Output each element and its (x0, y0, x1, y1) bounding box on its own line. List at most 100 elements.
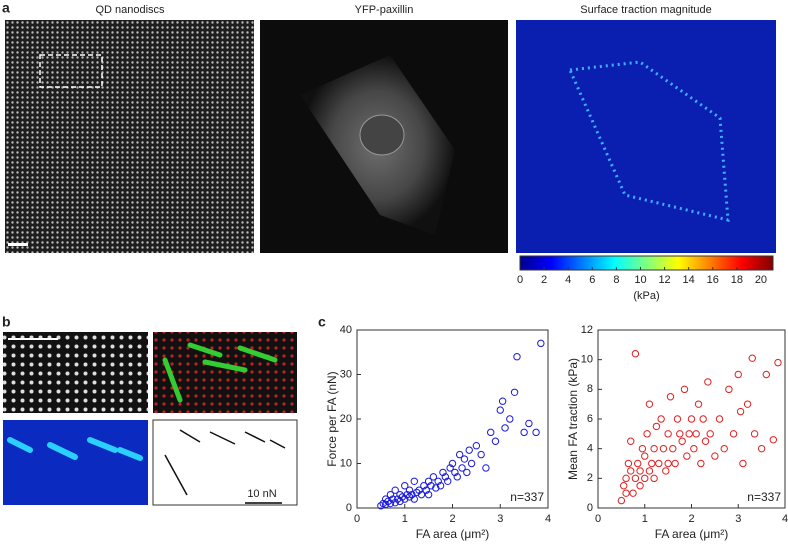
point (396, 490, 404, 499)
point (720, 444, 728, 453)
point (739, 459, 747, 468)
point (455, 450, 464, 459)
point (424, 490, 433, 499)
point (496, 406, 504, 414)
point (408, 490, 416, 499)
point (631, 474, 640, 483)
x-tick-label: 1 (642, 513, 648, 525)
image-title: YFP-paxillin (355, 4, 414, 16)
point (432, 484, 440, 492)
point (622, 489, 630, 497)
point (643, 430, 651, 438)
point (636, 467, 644, 475)
x-tick-label: 0 (354, 513, 360, 525)
image-title: QD nanodiscs (95, 4, 165, 16)
point (422, 486, 430, 494)
point (699, 415, 707, 423)
point (434, 477, 442, 485)
point (403, 490, 411, 499)
point (617, 496, 626, 505)
annotation: n=337 (510, 490, 544, 504)
point (657, 415, 665, 423)
point (420, 482, 428, 490)
y-tick-label: 4 (587, 443, 593, 455)
point (429, 473, 438, 481)
x-tick-label: 3 (735, 513, 741, 525)
point (734, 370, 742, 379)
point (641, 474, 649, 483)
point (648, 459, 656, 468)
point (659, 444, 668, 453)
y-tick-label: 8 (587, 383, 593, 395)
point (701, 437, 710, 445)
point (687, 415, 696, 423)
x-tick-label: 2 (688, 513, 694, 525)
point (671, 459, 679, 468)
x-tick-label: 12 (658, 274, 670, 286)
point (417, 490, 426, 499)
point (629, 489, 637, 497)
point (460, 455, 469, 463)
point (624, 459, 633, 468)
point (377, 502, 385, 510)
point (451, 468, 459, 477)
point (655, 459, 663, 468)
point (525, 419, 533, 428)
y-tick-label: 40 (340, 324, 352, 336)
y-tick-label: 20 (340, 413, 352, 425)
x-tick-label: 14 (683, 274, 695, 286)
point (482, 464, 490, 472)
scale-label: 10 nN (247, 488, 276, 500)
point (627, 467, 635, 475)
point (683, 452, 691, 460)
point (465, 446, 473, 454)
point (487, 428, 495, 437)
point (410, 495, 418, 503)
point (636, 482, 644, 490)
point (645, 400, 654, 408)
point (477, 450, 485, 459)
y-tick-label: 10 (581, 354, 593, 366)
point (645, 467, 654, 475)
y-tick-label: 0 (346, 502, 352, 514)
x-tick-label: 3 (497, 513, 503, 525)
x-axis-label: FA area (μm²) (416, 527, 490, 541)
point (634, 459, 642, 468)
point (453, 473, 461, 481)
panel-label: b (2, 314, 11, 330)
point (711, 452, 719, 460)
point (386, 490, 395, 499)
x-tick-label: 8 (613, 274, 619, 286)
x-tick-label: 4 (782, 513, 788, 525)
point (736, 407, 745, 416)
point (638, 444, 647, 453)
point (750, 430, 759, 438)
x-tick-label: 0 (595, 513, 601, 525)
point (743, 400, 752, 408)
image-title: Surface traction magnitude (580, 4, 711, 16)
point (690, 444, 698, 453)
y-tick-label: 12 (581, 324, 593, 336)
point (463, 468, 471, 477)
point (491, 437, 500, 445)
point (424, 477, 433, 485)
point (410, 477, 418, 485)
point (692, 430, 700, 438)
point (439, 468, 447, 477)
colorbar (519, 255, 774, 271)
panel-label: c (318, 314, 326, 330)
y-tick-label: 2 (587, 472, 593, 484)
point (501, 424, 509, 432)
point (381, 495, 390, 503)
x-tick-label: 2 (449, 513, 455, 525)
point (673, 415, 682, 423)
y-tick-label: 10 (340, 457, 352, 469)
x-tick-label: 4 (565, 274, 571, 286)
point (641, 452, 649, 460)
point (532, 428, 540, 437)
y-axis-label: Mean FA traction (kPa) (566, 358, 580, 480)
point (694, 400, 703, 408)
point (415, 486, 423, 494)
x-tick-label: 18 (731, 274, 743, 286)
